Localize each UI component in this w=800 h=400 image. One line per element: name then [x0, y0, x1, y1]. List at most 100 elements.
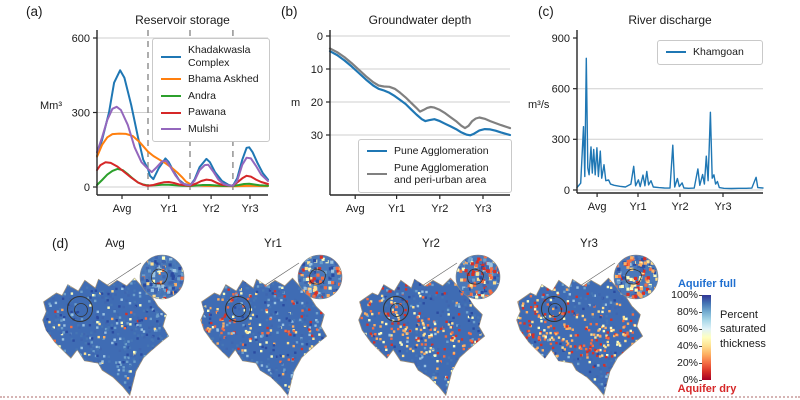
lens-inner-circle	[548, 303, 562, 317]
reservoir-storage-chart: 0 300 600 Avg Yr1 Yr2 Yr3	[72, 30, 269, 215]
panel-d-label: (d)	[52, 236, 69, 251]
reservoir-storage-legend: Khadakwasla Complex Bhama Askhed Andra Pawa…	[152, 38, 270, 142]
colorbar-tick-label: 60%	[676, 323, 698, 335]
lens-circle	[541, 296, 567, 322]
panel-c-label: (c)	[538, 4, 554, 19]
inset-border	[455, 254, 501, 300]
x-tick-label: Avg	[588, 201, 607, 213]
map-yr1-title: Yr1	[264, 238, 282, 250]
legend-line-swatch	[161, 128, 181, 131]
map-yr2-image	[358, 254, 501, 397]
legend-label: Khamgoan	[693, 46, 744, 58]
y-tick-label: 0	[317, 31, 323, 43]
groundwater-depth-legend: Pune Agglomeration Pune Agglomeration and…	[358, 139, 512, 193]
colorbar-gradient	[702, 295, 711, 380]
x-tick-label: Yr1	[388, 203, 405, 215]
legend-entry: Pawana	[161, 106, 261, 119]
lens-inner-circle	[74, 303, 88, 317]
y-tick-label: 30	[311, 130, 323, 142]
page-dotted-border	[0, 396, 800, 398]
groundwater-depth-chart: 0 10 20 30 Avg Yr1 Yr2 Yr3	[311, 30, 512, 215]
y-tick-label: 300	[72, 107, 90, 119]
colorbar-ticks: 100% 80% 60% 40% 20% 0%	[658, 278, 704, 400]
x-tick-label: Yr2	[203, 203, 220, 215]
x-tick-label: Avg	[346, 203, 365, 215]
map-yr2-title: Yr2	[422, 238, 440, 250]
series-pune-agglomeration	[328, 50, 512, 137]
colorbar-tick-mark	[699, 345, 702, 347]
panel-a-ylabel: Mm³	[40, 100, 62, 112]
legend-label: Pawana	[188, 106, 226, 119]
colorbar-tick-label: 80%	[676, 306, 698, 318]
y-tick-label: 300	[552, 134, 570, 146]
legend-line-swatch	[367, 150, 387, 153]
colorbar-tick-mark	[699, 362, 702, 364]
watershed-outline	[358, 277, 486, 397]
legend-entry: Khadakwasla Complex	[161, 44, 261, 69]
legend-label: Khadakwasla Complex	[188, 44, 251, 69]
x-tick-label: Yr2	[431, 203, 448, 215]
map-yr1: Yr1	[198, 238, 358, 400]
legend-line-swatch	[367, 173, 387, 176]
legend-label: Andra	[188, 89, 217, 102]
colorbar-side-label: Percent saturated thickness	[720, 309, 766, 350]
legend-line-swatch	[161, 95, 181, 98]
legend-label: Bhama Askhed	[188, 73, 259, 86]
x-tick-label: Yr3	[474, 203, 491, 215]
colorbar-tick-mark	[699, 328, 702, 330]
legend-entry: Bhama Askhed	[161, 73, 261, 86]
watershed-outline	[200, 277, 328, 397]
lens-circle	[67, 296, 93, 322]
legend-entry: Pune Agglomeration and peri-urban area	[367, 162, 503, 187]
legend-label: Pune Agglomeration	[394, 145, 489, 157]
river-discharge-chart: 0 300 600 900 Avg Yr1 Yr2 Yr3	[552, 30, 764, 213]
panel-a-title: Reservoir storage	[135, 13, 230, 27]
panel-b-title: Groundwater depth	[368, 13, 472, 27]
x-tick-label: Yr2	[671, 201, 688, 213]
panel-b-ylabel: m	[291, 97, 301, 109]
x-tick-label: Yr1	[629, 201, 646, 213]
colorbar-tick-label: 40%	[676, 340, 698, 352]
colorbar-tick-label: 0%	[682, 374, 698, 386]
inset-border	[613, 254, 659, 300]
x-tick-label: Yr1	[160, 203, 177, 215]
legend-line-swatch	[161, 55, 181, 58]
y-tick-label: 10	[311, 64, 323, 76]
map-yr1-image	[200, 254, 343, 397]
map-yr3: Yr3	[514, 238, 674, 400]
y-tick-label: 600	[552, 84, 570, 96]
inset-border	[139, 254, 185, 300]
aquifer-full-label: Aquifer full	[677, 278, 737, 290]
legend-label: Mulshi	[188, 122, 219, 135]
x-tick-label: Avg	[113, 203, 132, 215]
legend-line-swatch	[666, 51, 686, 54]
panel-c-ylabel: m³/s	[528, 99, 550, 111]
lens-circle	[225, 296, 251, 322]
legend-entry: Andra	[161, 90, 261, 103]
map-avg-image	[42, 254, 185, 397]
river-discharge-legend: Khamgoan	[657, 40, 763, 65]
saturation-speckles	[358, 278, 485, 396]
legend-entry: Pune Agglomeration	[367, 145, 503, 158]
aquifer-dry-label: Aquifer dry	[677, 383, 737, 395]
y-tick-label: 20	[311, 97, 323, 109]
colorbar-tick-label: 20%	[676, 357, 698, 369]
map-avg-title: Avg	[105, 238, 125, 250]
legend-line-swatch	[161, 78, 181, 81]
colorbar-tick-mark	[699, 311, 702, 313]
map-yr2: Yr2	[356, 238, 516, 400]
lens-inner-circle	[232, 303, 246, 317]
inset-region-outline	[151, 268, 168, 285]
series-pune-agglomeration-and-peri-urban-area	[328, 47, 512, 130]
series-pawana	[96, 161, 269, 187]
colorbar-tick-label: 100%	[671, 289, 698, 301]
series-khamgoan	[576, 57, 764, 190]
x-tick-label: Yr3	[714, 201, 731, 213]
lens-inner-circle	[390, 303, 404, 317]
y-tick-label: 600	[72, 33, 90, 45]
legend-entry: Mulshi	[161, 123, 261, 136]
colorbar-tick-mark	[699, 294, 702, 296]
panel-b-label: (b)	[281, 4, 298, 19]
series-mulshi	[96, 105, 269, 187]
